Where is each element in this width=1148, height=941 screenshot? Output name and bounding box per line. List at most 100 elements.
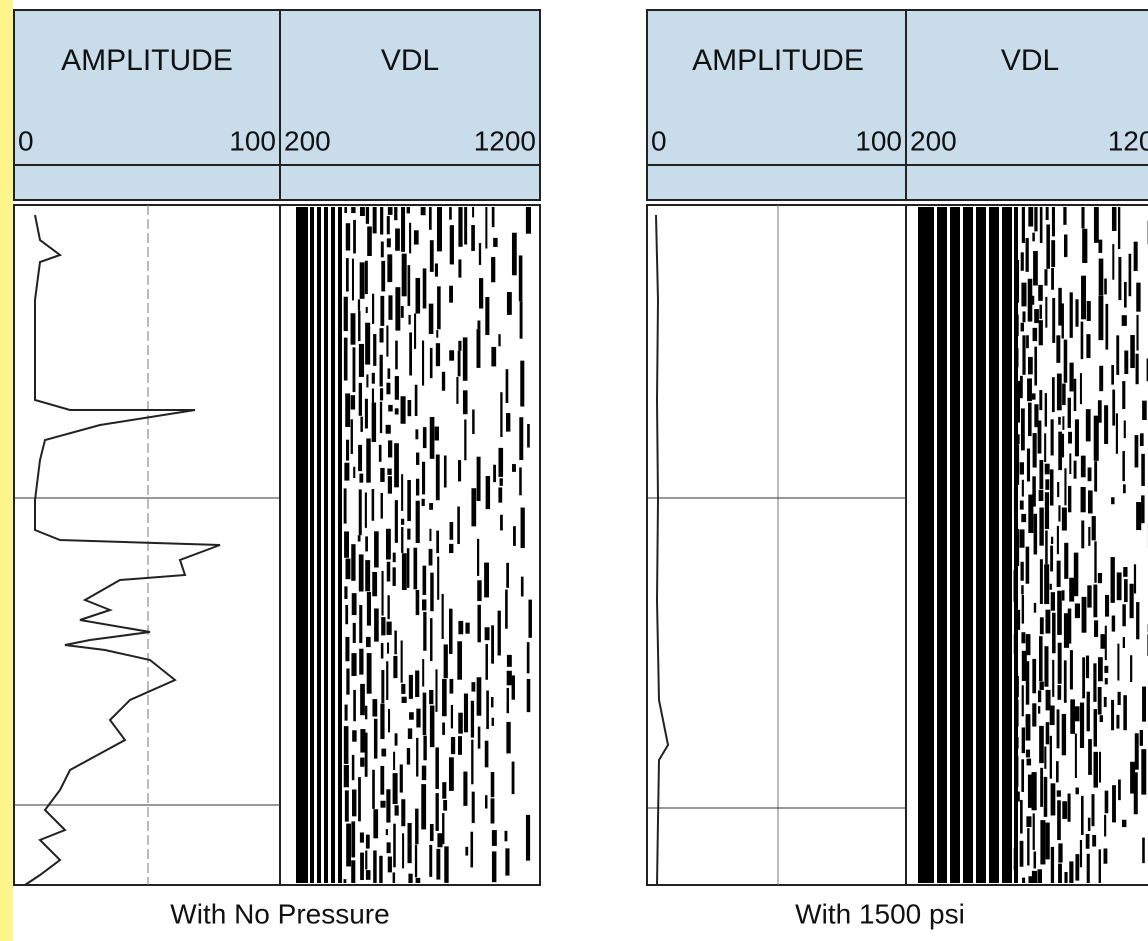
- vdl-stripe: [1022, 595, 1024, 624]
- vdl-stripe: [472, 410, 474, 435]
- vdl-stripe: [1124, 579, 1128, 602]
- vdl-stripe: [401, 306, 404, 318]
- vdl-stripe: [1008, 207, 1012, 883]
- vdl-stripe: [1068, 486, 1071, 512]
- vdl-stripe: [1022, 335, 1025, 375]
- vdl-stripe: [465, 623, 469, 634]
- vdl-stripe: [1045, 464, 1050, 475]
- vdl-stripe: [1021, 585, 1023, 594]
- vdl-stripe: [1032, 703, 1036, 726]
- vdl-stripe: [436, 531, 439, 553]
- vdl-stripe: [999, 207, 1002, 883]
- vdl-stripe: [374, 531, 379, 567]
- vdl-stripe: [393, 553, 396, 563]
- vdl-stripe: [1140, 730, 1143, 746]
- vdl-stripe: [1111, 365, 1114, 385]
- track-title: AMPLITUDE: [692, 44, 864, 77]
- vdl-stripe: [1016, 434, 1020, 444]
- vdl-stripe: [1105, 626, 1107, 660]
- vdl-stripe: [458, 351, 461, 377]
- vdl-stripe: [485, 741, 489, 768]
- vdl-stripe: [435, 427, 439, 441]
- vdl-stripe: [380, 704, 384, 739]
- vdl-stripe: [1074, 553, 1079, 597]
- vdl-stripe: [458, 713, 463, 734]
- vdl-stripe: [387, 469, 391, 475]
- vdl-stripe: [296, 207, 308, 883]
- vdl-stripe: [353, 690, 356, 721]
- vdl-stripe: [380, 402, 382, 433]
- vdl-stripe: [324, 207, 328, 883]
- vdl-stripe: [388, 295, 392, 319]
- vdl-stripe: [416, 278, 421, 314]
- vdl-stripe: [1087, 692, 1090, 732]
- vdl-stripe: [367, 226, 372, 256]
- vdl-stripe: [498, 487, 502, 502]
- vdl-stripe: [1033, 328, 1038, 341]
- vdl-stripe: [1051, 783, 1056, 815]
- vdl-stripe: [472, 792, 475, 823]
- vdl-stripe: [352, 755, 355, 780]
- vdl-stripe: [1075, 419, 1079, 456]
- vdl-stripe: [1068, 398, 1071, 428]
- vdl-stripe: [346, 258, 349, 291]
- vdl-stripe: [1087, 585, 1091, 607]
- vdl-stripe: [458, 341, 461, 351]
- vdl-stripe: [373, 334, 376, 366]
- side-strip: [0, 0, 13, 941]
- vdl-stripe: [450, 225, 454, 264]
- vdl-stripe: [505, 590, 508, 629]
- vdl-stripe: [478, 727, 481, 749]
- vdl-stripe: [1026, 750, 1030, 758]
- vdl-stripe: [1015, 348, 1018, 367]
- vdl-stripe: [493, 465, 496, 482]
- vdl-stripe: [381, 493, 383, 519]
- vdl-stripe: [1092, 794, 1095, 826]
- vdl-stripe: [1064, 468, 1066, 505]
- vdl-stripe: [365, 733, 368, 777]
- vdl-stripe: [344, 586, 347, 599]
- vdl-stripe: [401, 527, 403, 553]
- vdl-stripe: [1074, 461, 1077, 479]
- vdl-stripe: [1112, 616, 1115, 632]
- vdl-stripe: [422, 599, 426, 610]
- vdl-stripe: [360, 684, 365, 715]
- vdl-stripe: [351, 821, 355, 857]
- vdl-stripe: [345, 605, 348, 624]
- vdl-stripe: [1062, 590, 1065, 600]
- vdl-stripe: [507, 671, 512, 686]
- vdl-stripe: [1075, 706, 1080, 721]
- vdl-stripe: [1026, 661, 1029, 704]
- vdl-stripe: [1134, 772, 1138, 814]
- vdl-stripe: [512, 464, 516, 472]
- vdl-stripe: [1027, 759, 1032, 766]
- vdl-stripe: [1086, 409, 1091, 441]
- vdl-stripe: [395, 408, 399, 414]
- vdl-stripe: [1021, 408, 1025, 450]
- vdl-stripe: [1045, 610, 1050, 634]
- vdl-stripe: [1082, 229, 1087, 263]
- vdl-stripe: [458, 460, 461, 481]
- vdl-stripe: [1051, 419, 1054, 455]
- vdl-stripe: [1122, 451, 1125, 481]
- vdl-stripe: [437, 207, 442, 251]
- vdl-stripe: [471, 701, 474, 738]
- vdl-stripe: [485, 644, 488, 680]
- vdl-stripe: [1094, 620, 1098, 637]
- vdl-stripe: [401, 799, 405, 826]
- vdl-stripe: [351, 544, 355, 581]
- vdl-stripe: [1022, 878, 1025, 883]
- vdl-stripe: [360, 417, 362, 432]
- vdl-stripe: [1075, 854, 1079, 880]
- vdl-stripe: [471, 740, 473, 785]
- plot-frame: [647, 205, 1148, 885]
- vdl-stripe: [451, 705, 453, 729]
- vdl-stripe: [360, 853, 364, 880]
- vdl-stripe: [465, 847, 468, 856]
- vdl-stripe: [519, 467, 522, 495]
- vdl-stripe: [430, 348, 433, 378]
- vdl-stripe: [451, 737, 455, 754]
- vdl-stripe: [1046, 207, 1049, 220]
- vdl-stripe: [366, 438, 370, 482]
- vdl-stripe: [407, 548, 410, 588]
